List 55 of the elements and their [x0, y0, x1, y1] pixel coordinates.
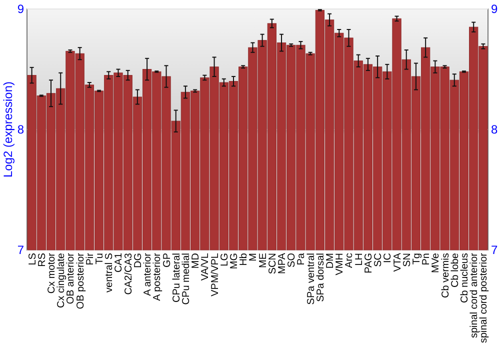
y-tick-label: 9 — [17, 2, 24, 16]
x-tick-label: CPu medial — [180, 253, 192, 305]
y-tick-label: 7 — [17, 243, 24, 258]
x-tick-label: DG — [132, 252, 144, 268]
y2-tick-label: 8 — [491, 122, 498, 137]
x-tick-label: MVe — [430, 252, 442, 274]
x-tick-label: Pir — [84, 252, 96, 266]
x-tick-label: VA/VL — [200, 252, 212, 281]
x-tick-label: MD — [190, 253, 202, 269]
x-tick-label: SO — [286, 252, 298, 268]
x-tick-label: spinal cord anterior — [469, 252, 480, 338]
x-tick-label: Cb vermis — [440, 253, 452, 298]
x-tick-label: A posterior — [152, 252, 164, 301]
x-tick-label: SN — [402, 253, 413, 267]
x-tick-label: ventral S — [104, 252, 116, 292]
x-tick-label: Cx cingulate — [56, 252, 68, 308]
x-tick-label: Hb — [238, 252, 250, 266]
y-tick-label: 8 — [17, 122, 24, 137]
x-tick-label: MPA — [277, 252, 288, 274]
x-tick-label: spinal cord posterior — [478, 252, 490, 344]
x-tick-label: A anterior — [142, 252, 154, 296]
x-tick-label: CPu lateral — [171, 253, 182, 302]
x-tick-label: OB posterior — [75, 252, 86, 310]
y-axis-title: Log2 (expression) — [1, 81, 15, 178]
x-tick-label: Cx motor — [46, 252, 58, 294]
x-tick-label: PAG — [363, 252, 374, 274]
x-tick-label: M — [248, 253, 260, 262]
x-tick-label: Pn — [421, 253, 432, 266]
x-tick-label: VPM/VPL — [210, 252, 221, 296]
x-tick-label: Arc — [344, 253, 356, 268]
x-tick-label: OB anterior — [66, 252, 77, 304]
x-tick-label: GP — [162, 252, 173, 268]
x-tick-label: VMH — [334, 253, 346, 276]
x-tick-label: SPa dorsal — [315, 253, 326, 302]
x-tick-label: Pa — [296, 252, 308, 266]
x-tick-label: Cb nucleus — [459, 253, 470, 304]
x-tick-label: Tg — [411, 253, 422, 265]
x-tick-label: MG — [228, 252, 240, 270]
x-tick-label: VTA — [392, 252, 404, 272]
x-tick-label: LS — [27, 252, 38, 266]
x-tick-label: CA1 — [114, 252, 125, 272]
x-tick-label: CA2/CA3 — [123, 252, 134, 295]
x-tick-label: RS — [36, 252, 48, 267]
x-tick-label: IC — [382, 253, 394, 263]
x-tick-label: SCN — [267, 253, 278, 274]
x-tick-label: Tu — [94, 253, 106, 264]
x-tick-label: LH — [354, 253, 365, 266]
x-tick-label: SPa ventral — [306, 253, 317, 305]
x-tick-label: Cb lobe — [450, 252, 461, 288]
x-tick-label: DM — [325, 253, 336, 269]
x-tick-label: ME — [258, 252, 269, 268]
y2-tick-label: 7 — [491, 243, 498, 258]
y2-tick-label: 9 — [491, 2, 498, 16]
x-tick-label: SC — [373, 253, 384, 267]
x-tick-label: LG — [219, 252, 230, 266]
